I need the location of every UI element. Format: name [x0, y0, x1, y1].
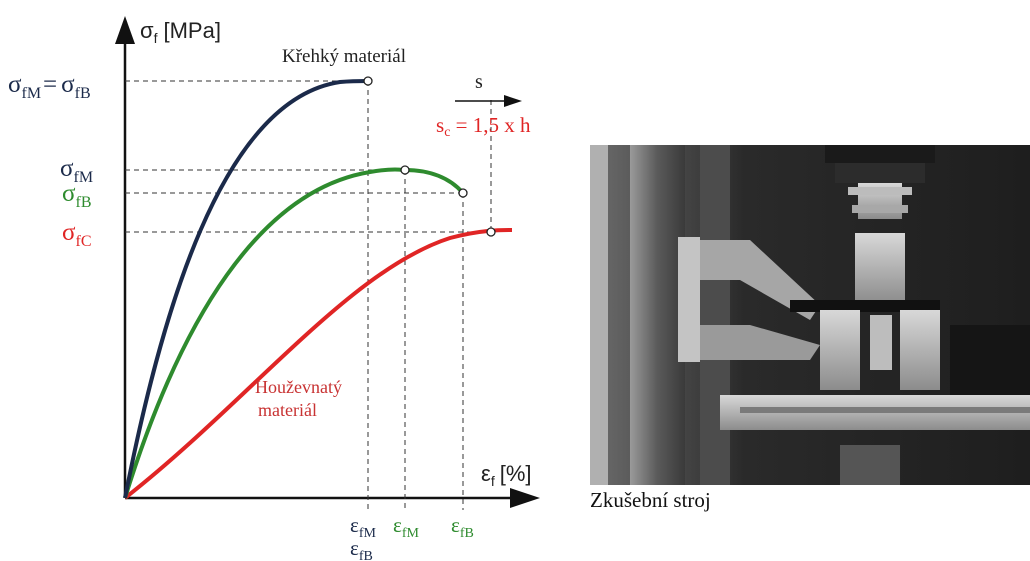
y-axis-arrowhead — [115, 16, 135, 44]
testing-machine-illustration — [590, 145, 1030, 485]
marker-medium-max — [400, 165, 410, 175]
s-arrowhead — [504, 95, 522, 107]
x-tick-green-fB: εfB — [451, 513, 474, 541]
testing-machine-photo — [590, 145, 1030, 485]
x-axis-label: εf [%] — [481, 461, 532, 489]
y-tick-brittle: σfM= σfB — [8, 71, 91, 102]
curve-brittle-material — [123, 79, 369, 499]
x-tick-brittle-fB: εfB — [350, 536, 373, 561]
marker-medium-break — [458, 188, 468, 198]
label-ductile-line2: materiál — [258, 400, 317, 420]
photo-caption: Zkušební stroj — [590, 488, 711, 512]
x-tick-brittle-fM: εfM — [350, 513, 376, 541]
y-tick-fB: σfB — [62, 180, 91, 211]
label-brittle-material: Křehký materiál — [282, 46, 406, 67]
y-tick-fC: σfC — [62, 219, 91, 250]
x-axis-arrowhead — [510, 488, 540, 508]
curve-medium-material — [123, 167, 465, 499]
guide-lines — [125, 80, 492, 510]
marker-ductile-conventional — [486, 227, 496, 237]
label-sc-formula: sc = 1,5 x h — [436, 113, 531, 140]
y-tick-fM: σfM — [60, 155, 93, 186]
curve-ductile-material — [123, 228, 513, 500]
marker-brittle-break — [363, 76, 373, 86]
y-axis-label: σf [MPa] — [140, 18, 221, 46]
label-ductile-line1: Houževnatý — [255, 377, 342, 397]
stress-strain-diagram: σf [MPa] εf [%] σfM= σfB σfM σfB σfC εfM εf… — [8, 16, 540, 561]
label-s: s — [475, 71, 483, 93]
x-tick-green-fM: εfM — [393, 513, 419, 541]
